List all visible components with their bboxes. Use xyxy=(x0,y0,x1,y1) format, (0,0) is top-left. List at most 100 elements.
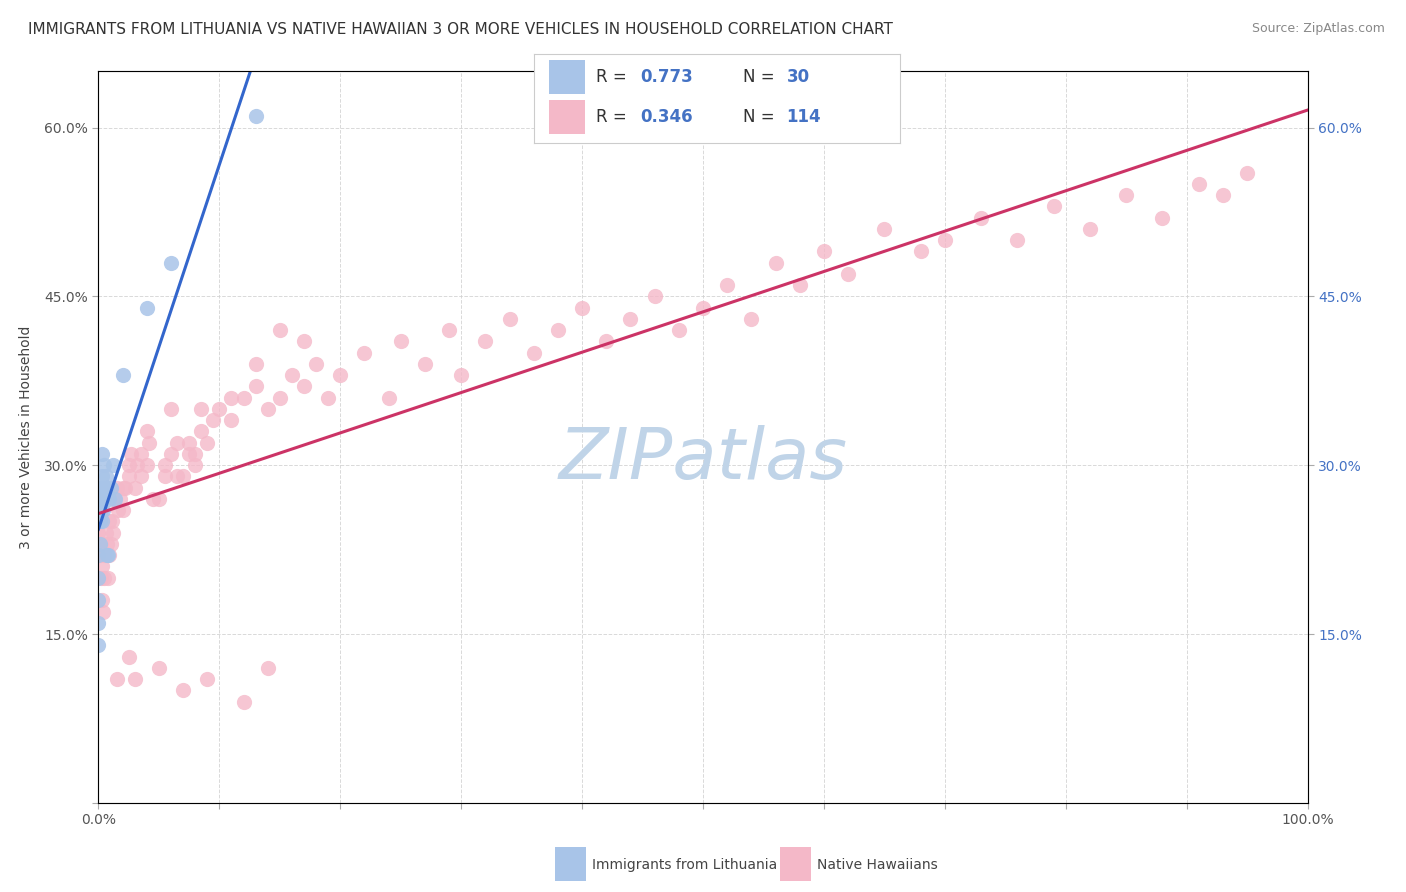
Point xyxy=(1236,166,1258,180)
Point xyxy=(160,447,183,461)
Point xyxy=(221,413,243,427)
Point xyxy=(101,458,124,473)
Point xyxy=(179,435,201,450)
Point xyxy=(87,491,110,506)
Point xyxy=(353,345,375,359)
Point xyxy=(87,571,110,585)
Point xyxy=(740,312,762,326)
Point xyxy=(100,481,122,495)
Point xyxy=(269,391,291,405)
Point xyxy=(96,481,118,495)
Point xyxy=(281,368,304,383)
Point xyxy=(1212,188,1234,202)
Point xyxy=(172,683,194,698)
Point xyxy=(166,469,188,483)
Point xyxy=(124,481,146,495)
Y-axis label: 3 or more Vehicles in Household: 3 or more Vehicles in Household xyxy=(20,326,32,549)
Point xyxy=(142,491,165,506)
Text: IMMIGRANTS FROM LITHUANIA VS NATIVE HAWAIIAN 3 OR MORE VEHICLES IN HOUSEHOLD COR: IMMIGRANTS FROM LITHUANIA VS NATIVE HAWA… xyxy=(28,22,893,37)
Point xyxy=(160,401,183,416)
Point xyxy=(292,379,315,393)
Point xyxy=(148,661,170,675)
Point xyxy=(89,515,111,529)
Point xyxy=(91,447,114,461)
Point xyxy=(153,469,176,483)
Text: 30: 30 xyxy=(786,68,810,86)
Text: ZIPatlas: ZIPatlas xyxy=(558,425,848,493)
Point xyxy=(91,593,114,607)
Point xyxy=(619,312,641,326)
Point xyxy=(789,278,811,293)
Point xyxy=(96,548,118,562)
Point xyxy=(450,368,472,383)
Text: R =: R = xyxy=(596,108,627,126)
Point xyxy=(107,503,129,517)
Point xyxy=(970,211,993,225)
Point xyxy=(98,491,121,506)
Point xyxy=(172,469,194,483)
Point xyxy=(105,481,128,495)
Text: 0.773: 0.773 xyxy=(640,68,693,86)
Point xyxy=(437,323,460,337)
Text: 114: 114 xyxy=(786,108,821,126)
Point xyxy=(329,368,352,383)
Point xyxy=(103,491,125,506)
Point xyxy=(87,548,110,562)
Point xyxy=(135,425,157,439)
Point xyxy=(184,447,207,461)
Point xyxy=(118,649,141,664)
Point xyxy=(523,345,546,359)
Point xyxy=(91,559,114,574)
Point xyxy=(195,435,218,450)
Text: Immigrants from Lithuania: Immigrants from Lithuania xyxy=(592,858,778,872)
Point xyxy=(94,525,117,540)
Point xyxy=(1115,188,1137,202)
Point xyxy=(87,525,110,540)
Point xyxy=(91,515,114,529)
Point xyxy=(232,694,254,708)
Point xyxy=(93,458,115,473)
Point xyxy=(98,515,121,529)
Point xyxy=(104,491,127,506)
Point xyxy=(765,255,787,269)
Point xyxy=(245,109,267,123)
Point xyxy=(111,481,134,495)
Point xyxy=(195,672,218,686)
Point xyxy=(1042,199,1064,213)
Point xyxy=(111,368,134,383)
Point xyxy=(305,357,328,371)
Point xyxy=(124,672,146,686)
Point xyxy=(1007,233,1029,247)
Text: N =: N = xyxy=(742,108,775,126)
Point xyxy=(97,571,120,585)
Point xyxy=(118,469,141,483)
Point xyxy=(100,537,122,551)
Point xyxy=(934,233,956,247)
Point xyxy=(91,491,114,506)
Point xyxy=(1152,211,1174,225)
Point xyxy=(179,447,201,461)
Point xyxy=(221,391,243,405)
Point xyxy=(89,548,111,562)
Point xyxy=(87,638,110,652)
Point xyxy=(90,491,112,506)
Point xyxy=(135,301,157,315)
Point xyxy=(94,469,117,483)
Point xyxy=(498,312,520,326)
Bar xyxy=(548,60,585,94)
Point xyxy=(571,301,593,315)
Point xyxy=(98,548,121,562)
Point xyxy=(90,537,112,551)
Point xyxy=(114,481,136,495)
Point xyxy=(91,503,114,517)
Point xyxy=(837,267,859,281)
Point xyxy=(87,593,110,607)
Point xyxy=(93,571,115,585)
Point xyxy=(292,334,315,349)
Point xyxy=(101,525,124,540)
Point xyxy=(316,391,339,405)
Point xyxy=(135,458,157,473)
Point xyxy=(245,357,267,371)
Text: 0.346: 0.346 xyxy=(640,108,693,126)
Point xyxy=(138,435,160,450)
